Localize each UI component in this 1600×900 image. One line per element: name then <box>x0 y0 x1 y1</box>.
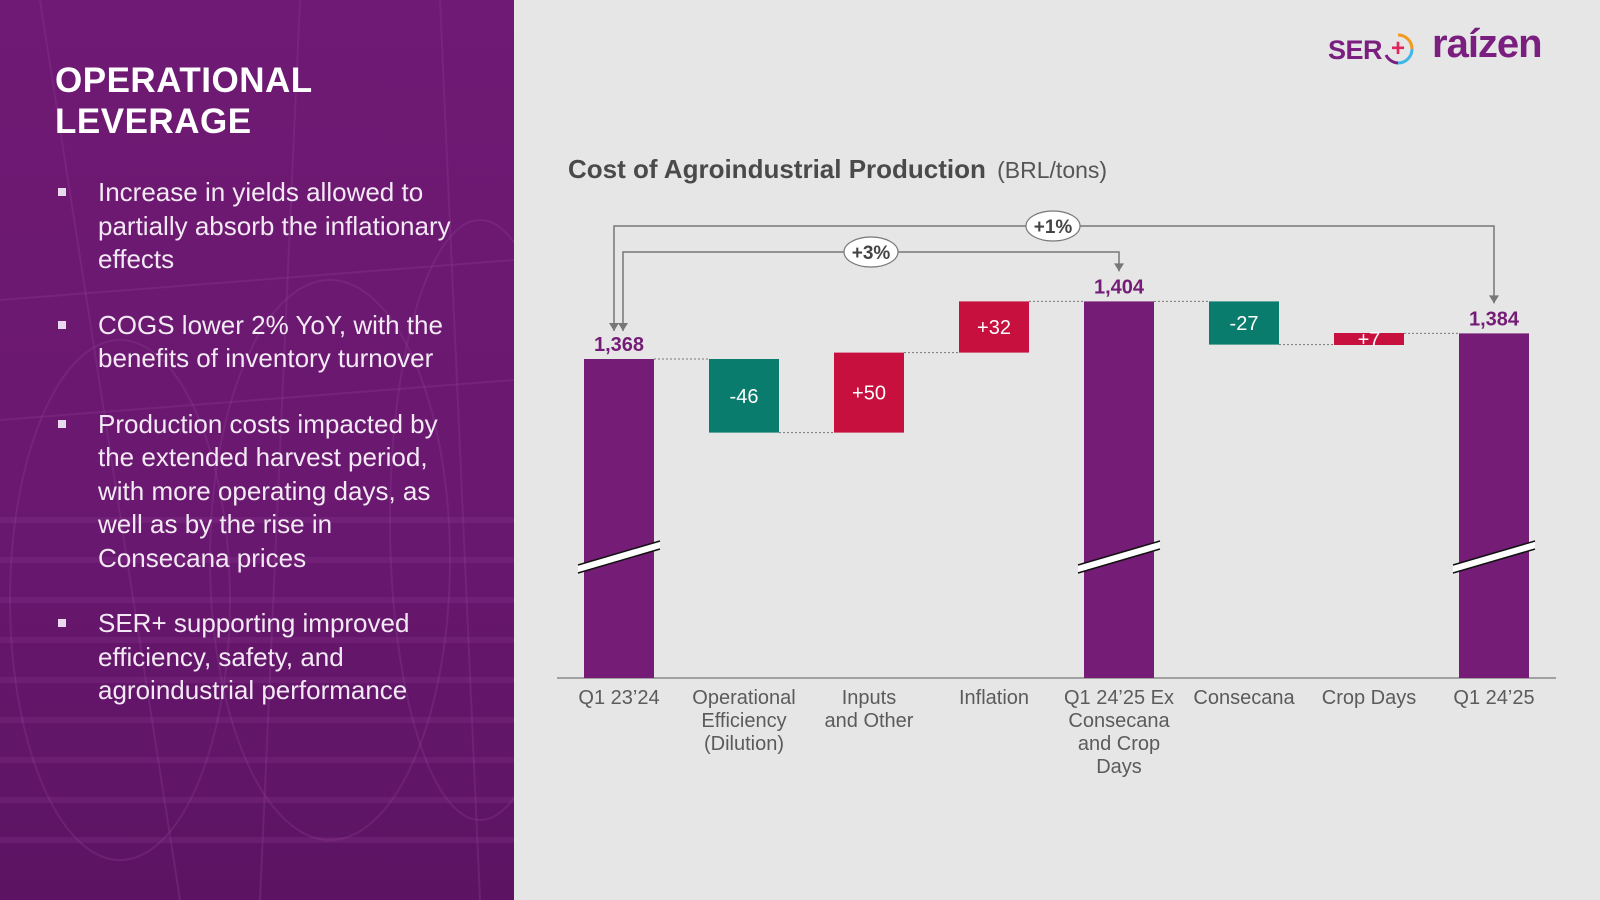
category-label: Q1 23’24 <box>557 687 682 710</box>
category-label: Q1 24’25 Ex Consecana and Crop Days <box>1057 687 1182 779</box>
growth-badge <box>1025 210 1081 242</box>
page-title: OPERATIONAL LEVERAGE <box>55 60 475 142</box>
bullet-list: Increase in yields allowed to partially … <box>55 176 455 740</box>
bar <box>584 359 654 678</box>
bar <box>1459 333 1529 678</box>
bullet-item: COGS lower 2% YoY, with the benefits of … <box>55 309 455 376</box>
category-label-line: and Crop <box>1077 733 1161 755</box>
category-label-line: Crop Days <box>1321 687 1417 709</box>
category-label: Operational Efficiency (Dilution) <box>682 687 807 756</box>
category-label: Q1 24’25 <box>1432 687 1557 710</box>
chart-title: Cost of Agroindustrial Production (BRL/t… <box>568 154 1107 185</box>
bar <box>959 301 1029 353</box>
ser-plus-logo: SER + <box>1328 28 1414 72</box>
category-label-line: Efficiency <box>701 710 787 732</box>
bullet-square-icon <box>58 188 66 196</box>
category-label-line: Q1 24’25 <box>1453 687 1535 709</box>
category-label-line: Inputs <box>841 687 897 709</box>
bullet-text: COGS lower 2% YoY, with the benefits of … <box>98 309 443 374</box>
chart-title-text: Cost of Agroindustrial Production <box>568 154 986 184</box>
data-label-delta: +32 <box>977 317 1011 339</box>
category-label-line: and Other <box>824 710 914 732</box>
axis-break-line <box>1077 548 1161 574</box>
axis-break-line <box>577 548 661 574</box>
category-label-line: Days <box>1096 756 1142 778</box>
bullet-text: Production costs impacted by the extende… <box>98 408 438 573</box>
axis-break-line <box>577 540 661 566</box>
category-label-line: Consecana <box>1193 687 1295 709</box>
category-label: Consecana <box>1182 687 1307 710</box>
category-label-line: Inflation <box>958 687 1030 709</box>
axis-break-line <box>1077 540 1161 566</box>
axis-break-gap <box>1453 541 1535 573</box>
category-label: Crop Days <box>1307 687 1432 710</box>
bar <box>1084 301 1154 678</box>
axis-break-gap <box>578 541 660 573</box>
axis-break-line <box>1452 548 1536 574</box>
axis-break-gap <box>1078 541 1160 573</box>
chart-unit: (BRL/tons) <box>997 157 1108 183</box>
data-label-total: 1,384 <box>1469 308 1520 330</box>
arrow-head-icon <box>609 323 619 331</box>
industrial-background-art <box>0 0 514 900</box>
bullet-item: SER+ supporting improved efficiency, saf… <box>55 607 455 708</box>
bullet-square-icon <box>58 419 66 428</box>
data-label-total: 1,404 <box>1094 276 1145 298</box>
bar <box>834 352 904 433</box>
bullet-item: Production costs impacted by the extende… <box>55 408 455 576</box>
growth-badge-label: +3% <box>852 243 891 264</box>
category-label-line: Q1 24’25 Ex <box>1063 687 1175 709</box>
arrow-head-icon <box>618 323 628 331</box>
ser-plus-circle-icon: + <box>1384 33 1414 65</box>
arrow-head-icon <box>1114 263 1124 272</box>
category-label: Inflation <box>932 687 1057 710</box>
growth-bracket-line <box>613 225 1495 331</box>
bullet-text: Increase in yields allowed to partially … <box>98 177 451 274</box>
title-line-1: OPERATIONAL <box>55 61 313 100</box>
bullet-square-icon <box>58 619 66 627</box>
title-line-2: LEVERAGE <box>55 102 252 141</box>
growth-badge-label: +1% <box>1034 217 1073 238</box>
growth-badge <box>843 236 899 268</box>
ser-plus-sign: + <box>1391 35 1405 62</box>
data-label-delta: +50 <box>852 383 886 405</box>
bullet-square-icon <box>58 320 66 329</box>
category-label-line: Operational <box>692 687 796 709</box>
raizen-logo: raízen <box>1432 22 1543 66</box>
bullet-text: SER+ supporting improved efficiency, saf… <box>98 608 410 705</box>
category-label: Inputs and Other <box>807 687 932 733</box>
bar <box>709 359 779 433</box>
category-label-line: Q1 23’24 <box>578 687 660 709</box>
data-label-delta: +7 <box>1358 329 1381 351</box>
axis-break-line <box>1452 540 1536 566</box>
data-label-delta: -27 <box>1230 313 1259 335</box>
arrow-head-icon <box>1489 295 1499 304</box>
bar <box>1334 333 1404 345</box>
bullet-item: Increase in yields allowed to partially … <box>55 176 455 277</box>
category-label-line: Consecana <box>1068 710 1170 732</box>
data-label-delta: -46 <box>730 386 759 408</box>
data-label-total: 1,368 <box>594 334 644 356</box>
left-panel: OPERATIONAL LEVERAGE Increase in yields … <box>0 0 514 900</box>
category-label-line: (Dilution) <box>703 733 785 755</box>
ser-logo-text: SER <box>1328 34 1383 65</box>
bar <box>1209 301 1279 345</box>
